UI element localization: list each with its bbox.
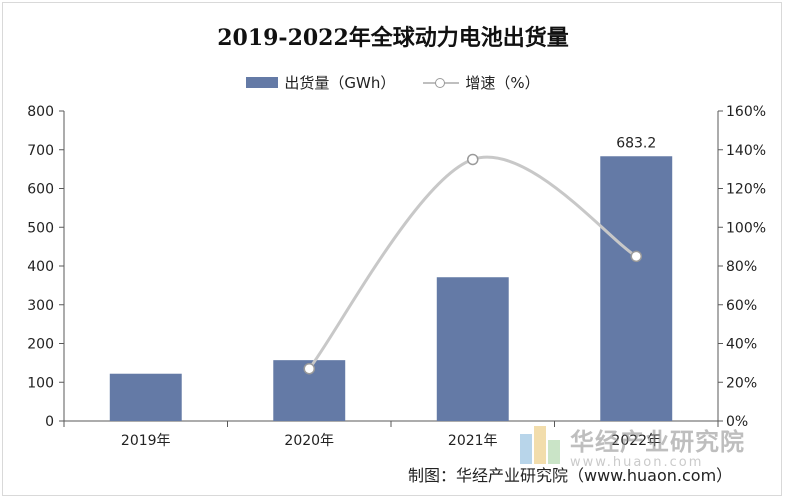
watermark: 华经产业研究院 www.huaon.com	[520, 422, 745, 470]
watermark-url: www.huaon.com	[570, 455, 704, 470]
y-left-tick-label: 700	[27, 143, 54, 159]
y-right-tick-label: 80%	[726, 259, 757, 275]
x-tick-label: 2021年	[448, 433, 498, 449]
bar	[600, 156, 673, 421]
y-right-tick-label: 120%	[726, 182, 766, 198]
x-tick-label: 2020年	[284, 433, 334, 449]
watermark-name: 华经产业研究院	[570, 428, 745, 456]
x-tick-label: 2019年	[121, 433, 171, 449]
y-left-tick-label: 500	[27, 220, 54, 236]
y-left-tick-label: 800	[27, 104, 54, 120]
growth-point	[630, 250, 642, 263]
y-right-tick-label: 20%	[726, 375, 757, 391]
source-note: 制图：华经产业研究院（www.huaon.com）	[408, 466, 733, 485]
legend-label-shipments: 出货量（GWh）	[284, 74, 396, 92]
chart-title: 2019-2022年全球动力电池出货量	[217, 25, 569, 51]
legend-item-growth[interactable]: 增速（%）	[423, 72, 540, 93]
y-left-tick-label: 100	[27, 375, 54, 391]
legend-line-marker-icon	[423, 77, 460, 89]
legend: 出货量（GWh） 增速（%）	[0, 72, 786, 93]
legend-label-growth: 增速（%）	[465, 74, 540, 92]
watermark-logo-icon	[520, 426, 562, 466]
y-left-tick-label: 0	[45, 414, 54, 430]
y-left-tick-label: 200	[27, 337, 54, 353]
y-right-tick-label: 60%	[726, 298, 757, 314]
growth-point	[303, 362, 315, 375]
legend-item-shipments[interactable]: 出货量（GWh）	[246, 72, 395, 93]
y-left-tick-label: 400	[27, 259, 54, 275]
y-right-tick-label: 40%	[726, 337, 757, 353]
y-right-tick-label: 100%	[726, 220, 766, 236]
bar	[436, 277, 509, 421]
y-right-tick-label: 160%	[726, 104, 766, 120]
growth-point	[467, 153, 479, 166]
bar	[109, 373, 182, 421]
bar-data-label: 683.2	[616, 135, 656, 151]
y-right-tick-label: 140%	[726, 143, 766, 159]
x-tick-label: 2022年	[611, 433, 661, 449]
y-left-tick-label: 300	[27, 298, 54, 314]
y-left-tick-label: 600	[27, 182, 54, 198]
y-right-tick-label: 0%	[726, 414, 748, 430]
legend-bar-swatch	[246, 77, 279, 88]
